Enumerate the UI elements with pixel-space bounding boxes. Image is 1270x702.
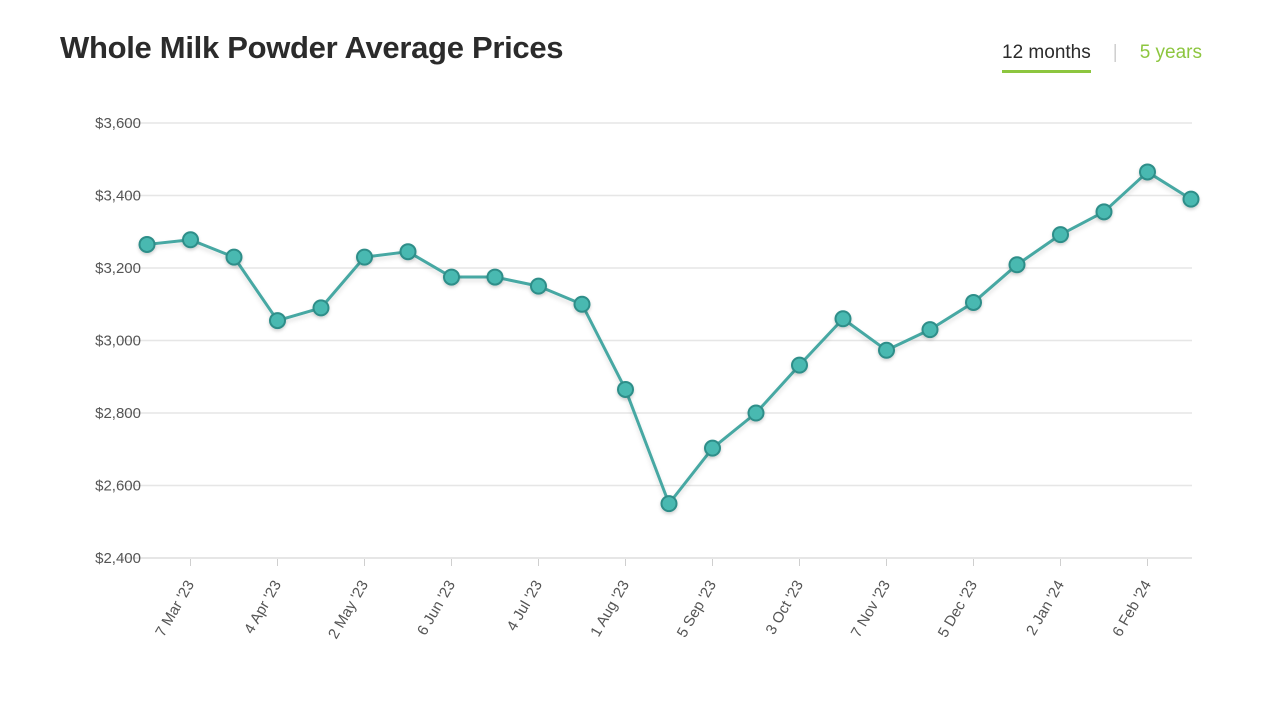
data-point[interactable] <box>225 248 243 266</box>
y-tick-label: $3,000 <box>95 333 141 350</box>
data-point[interactable] <box>791 356 808 374</box>
data-point[interactable] <box>704 439 721 457</box>
data-point[interactable] <box>356 248 373 266</box>
y-tick-label: $2,400 <box>95 550 141 567</box>
tab-divider: | <box>1112 42 1118 63</box>
y-tick-label: $2,800 <box>95 405 141 422</box>
x-tick-label: 3 Oct '23 <box>762 578 807 638</box>
x-tick-label: 5 Sep '23 <box>674 578 720 641</box>
data-point[interactable] <box>1139 163 1156 181</box>
data-point[interactable] <box>269 312 286 330</box>
series-line <box>145 170 1193 506</box>
data-point[interactable] <box>443 268 460 286</box>
x-tick-label: 4 Apr '23 <box>241 578 285 637</box>
x-tick-label: 5 Dec '23 <box>935 578 981 641</box>
y-tick-label: $3,400 <box>95 188 141 205</box>
x-tick-label: 2 May '23 <box>325 578 372 642</box>
x-tick-label: 2 Jan '24 <box>1023 578 1068 639</box>
data-point[interactable] <box>1008 256 1026 274</box>
data-point[interactable] <box>573 295 591 313</box>
data-point[interactable] <box>965 293 982 311</box>
data-point[interactable] <box>921 321 939 339</box>
data-point[interactable] <box>486 268 504 286</box>
data-point[interactable] <box>138 235 156 253</box>
range-tabs: 12 months | 5 years <box>1002 42 1202 73</box>
data-point[interactable] <box>182 231 199 249</box>
data-point[interactable] <box>747 404 765 422</box>
tab-12-months[interactable]: 12 months <box>1002 42 1091 73</box>
data-point[interactable] <box>399 243 417 261</box>
chart-title: Whole Milk Powder Average Prices <box>60 30 564 65</box>
series-line-path <box>145 170 1193 506</box>
data-point[interactable] <box>1182 190 1200 208</box>
data-points <box>138 163 1200 513</box>
x-tick-label: 6 Feb '24 <box>1109 578 1155 640</box>
y-tick-label: $3,600 <box>95 115 141 132</box>
tab-5-years[interactable]: 5 years <box>1139 42 1202 63</box>
data-point[interactable] <box>878 341 895 359</box>
y-tick-label: $3,200 <box>95 260 141 277</box>
gridlines <box>120 122 1192 559</box>
x-tick-label: 6 Jun '23 <box>414 578 459 639</box>
data-point[interactable] <box>530 277 547 295</box>
data-point[interactable] <box>617 380 634 398</box>
data-point[interactable] <box>312 299 330 317</box>
data-point[interactable] <box>1095 203 1113 221</box>
x-tick-label: 7 Nov '23 <box>848 578 894 641</box>
x-tick-label: 4 Jul '23 <box>504 578 546 634</box>
y-tick-label: $2,600 <box>95 478 141 495</box>
x-tick-label: 1 Aug '23 <box>587 578 633 640</box>
x-tick-label: 7 Mar '23 <box>152 578 198 640</box>
y-axis: $2,400 $2,600 $2,800 $3,000 $3,200 $3,400 $3,6… <box>95 115 141 567</box>
data-point[interactable] <box>1052 226 1069 244</box>
data-point[interactable] <box>834 310 852 328</box>
x-axis: 7 Mar '23 4 Apr '23 2 May '23 6 Jun '23 4 Ju… <box>152 559 1155 642</box>
data-point[interactable] <box>660 495 678 513</box>
